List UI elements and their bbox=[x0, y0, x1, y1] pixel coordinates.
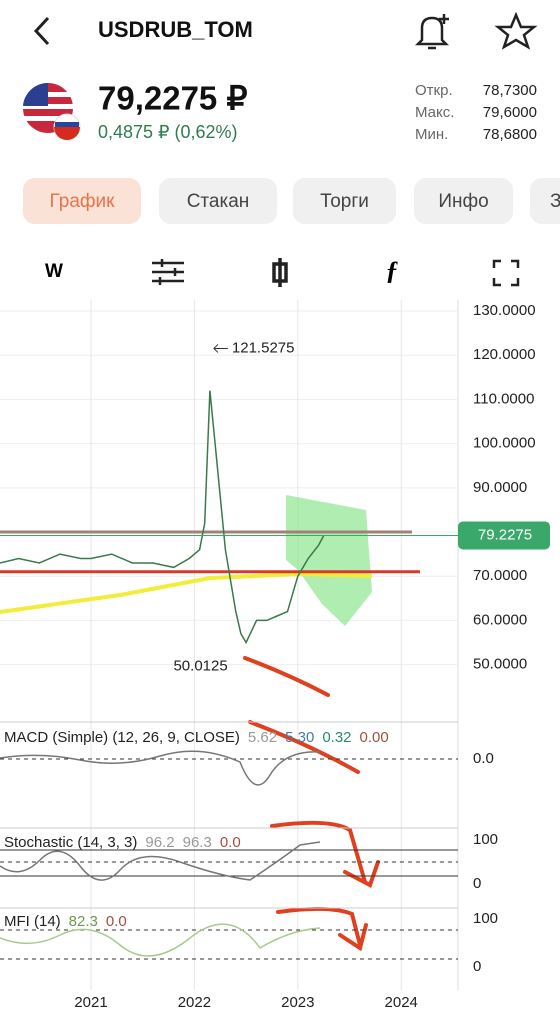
last-price-label: 79.2275 bbox=[478, 526, 532, 543]
stat-value: 78,6800 bbox=[483, 126, 537, 143]
indicator-name: Stochastic (14, 3, 3) bbox=[4, 834, 137, 851]
settings-button[interactable] bbox=[152, 259, 184, 285]
title: USDRUB_TOM bbox=[98, 17, 253, 42]
indicator-value: 0.32 bbox=[322, 729, 351, 746]
tab-label: График bbox=[50, 191, 116, 212]
tab-background bbox=[159, 178, 277, 224]
tab[interactable]: Торги bbox=[293, 178, 396, 224]
indicator-value: 0.0 bbox=[106, 913, 127, 930]
tab-background bbox=[530, 178, 560, 224]
y-tick-label: 60.0000 bbox=[473, 611, 527, 628]
function-button: ƒ bbox=[386, 256, 399, 285]
cloud bbox=[286, 495, 372, 626]
indicator-axis-label: 100 bbox=[473, 831, 498, 848]
stat-label: Мин. bbox=[415, 126, 448, 143]
tab-label: Стакан bbox=[187, 191, 250, 212]
stat-value: 79,6000 bbox=[483, 104, 537, 121]
tab[interactable]: График bbox=[23, 178, 141, 224]
indicator-value: 96.2 bbox=[145, 834, 174, 851]
tab[interactable]: Стакан bbox=[159, 178, 277, 224]
tab-label: Торги bbox=[320, 191, 369, 212]
indicator-axis-label: 0 bbox=[473, 875, 481, 892]
indicator-value: 96.3 bbox=[183, 834, 212, 851]
indicator-value: 82.3 bbox=[69, 913, 98, 930]
indicator-axis-label: 0.0 bbox=[473, 750, 494, 767]
stat-value: 78,7300 bbox=[483, 82, 537, 99]
tab-label: Инфо bbox=[438, 191, 488, 212]
stat-label: Макс. bbox=[415, 104, 454, 121]
drawing bbox=[243, 656, 380, 952]
x-tick-label: 2024 bbox=[385, 994, 418, 1011]
tab-background bbox=[23, 178, 141, 224]
alert-button[interactable] bbox=[414, 14, 450, 50]
high-label: 121.5275 bbox=[232, 339, 295, 356]
indicator-line bbox=[0, 841, 321, 881]
indicator-value: 5.30 bbox=[285, 729, 314, 746]
x-tick-label: 2023 bbox=[281, 994, 314, 1011]
tab-background bbox=[293, 178, 396, 224]
y-tick-label: 110.0000 bbox=[473, 390, 534, 407]
flag-icon bbox=[23, 82, 81, 141]
indicator-value: 5.62 bbox=[248, 729, 277, 746]
chart-type-button[interactable] bbox=[272, 258, 288, 287]
tab[interactable]: З bbox=[530, 178, 560, 224]
indicator-name: MFI (14) bbox=[4, 913, 61, 930]
trend-line bbox=[0, 571, 373, 614]
indicator-value: 0.00 bbox=[360, 729, 389, 746]
fullscreen-button[interactable] bbox=[492, 259, 520, 287]
last-price-badge bbox=[458, 521, 550, 550]
x-tick-label: 2022 bbox=[178, 994, 211, 1011]
price-line bbox=[0, 390, 325, 645]
tab-label: З bbox=[550, 191, 560, 212]
y-tick-label: 120.0000 bbox=[473, 346, 536, 363]
indicator-line bbox=[0, 750, 321, 786]
y-tick-label: 100.0000 bbox=[473, 435, 536, 452]
y-tick-label: 70.0000 bbox=[473, 567, 527, 584]
interval-button[interactable]: W bbox=[45, 261, 63, 282]
x-tick-label: 2021 bbox=[74, 994, 107, 1011]
indicator-line bbox=[0, 923, 321, 957]
indicator-title: MACD (Simple) (12, 26, 9, CLOSE) 5.62 5.30… bbox=[4, 729, 389, 746]
y-tick-label: 130.0000 bbox=[473, 302, 536, 319]
indicator-axis-label: 100 bbox=[473, 910, 498, 927]
indicator-title: Stochastic (14, 3, 3) 96.2 96.3 0.0 bbox=[4, 834, 241, 851]
indicator-title: MFI (14) 82.3 0.0 bbox=[4, 913, 127, 930]
indicator-name: MACD (Simple) (12, 26, 9, CLOSE) bbox=[4, 729, 240, 746]
indicator-axis-label: 0 bbox=[473, 958, 481, 975]
y-tick-label: 50.0000 bbox=[473, 656, 527, 673]
stat-label: Откр. bbox=[415, 82, 453, 99]
price: 79,2275 ₽ bbox=[98, 80, 247, 117]
tab[interactable]: Инфо bbox=[414, 178, 513, 224]
high-arrow bbox=[213, 344, 228, 353]
tab-background bbox=[414, 178, 513, 224]
y-tick-label: 90.0000 bbox=[473, 479, 527, 496]
price-change: 0,4875 ₽ (0,62%) bbox=[98, 122, 238, 142]
favorite-button[interactable] bbox=[494, 11, 538, 50]
back-button[interactable] bbox=[33, 16, 50, 46]
low-label: 50.0125 bbox=[173, 658, 227, 675]
indicator-value: 0.0 bbox=[220, 834, 241, 851]
